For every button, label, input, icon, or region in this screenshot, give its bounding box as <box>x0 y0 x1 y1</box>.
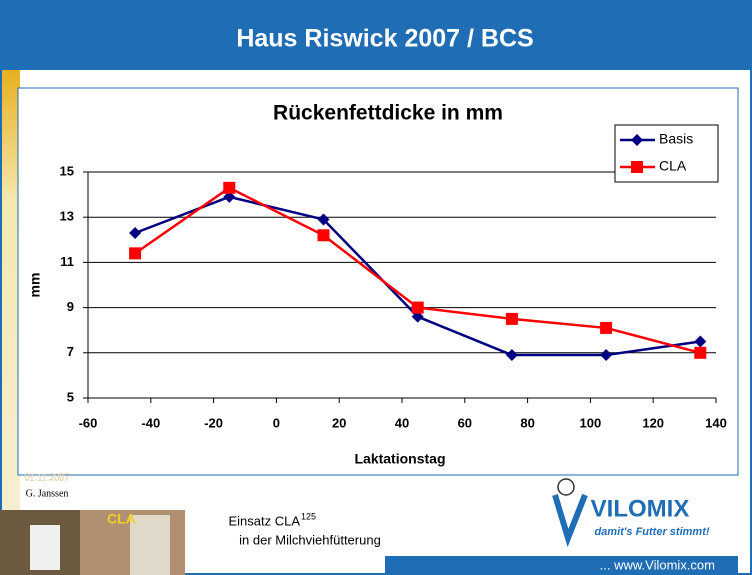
brand: VILOMIX <box>591 495 690 522</box>
title-bar <box>0 0 752 70</box>
x-tick-label: 60 <box>458 415 472 430</box>
marker <box>223 181 236 194</box>
legend-label: Basis <box>659 131 693 147</box>
y-axis-label: mm <box>27 273 43 298</box>
x-tick-label: 0 <box>273 415 280 430</box>
marker <box>411 310 424 323</box>
legend-label: CLA <box>659 158 687 174</box>
marker <box>223 190 236 203</box>
y-tick-label: 15 <box>60 163 74 178</box>
chart-title: Rückenfettdicke in mm <box>273 102 503 125</box>
x-tick-label: 40 <box>395 415 409 430</box>
url: ... www.Vilomix.com <box>600 557 715 572</box>
date: 01.11.2007 <box>25 472 70 483</box>
marker <box>505 349 518 362</box>
y-tick-label: 9 <box>67 299 74 314</box>
marker <box>317 229 330 242</box>
x-tick-label: 140 <box>705 415 727 430</box>
caption-sup: 125 <box>301 511 316 521</box>
caption-main: Einsatz CLA <box>228 513 300 528</box>
x-tick-label: 80 <box>520 415 534 430</box>
x-tick-label: 100 <box>580 415 602 430</box>
url-bar <box>385 556 738 575</box>
x-tick-label: 120 <box>642 415 664 430</box>
logo-v <box>552 493 588 548</box>
marker <box>129 247 142 260</box>
y-tick-label: 7 <box>67 344 74 359</box>
x-tick-label: -20 <box>204 415 223 430</box>
cow-photo-detail <box>30 525 60 570</box>
y-tick-label: 5 <box>67 389 74 404</box>
photo-label: CLA <box>107 511 136 527</box>
author: G. Janssen <box>26 488 69 499</box>
y-tick-label: 11 <box>60 254 74 269</box>
cow-photo-2-detail <box>130 515 170 575</box>
x-tick-label: 20 <box>332 415 346 430</box>
side-strip <box>0 70 20 510</box>
marker <box>317 213 330 226</box>
marker <box>694 346 707 359</box>
slogan: damit's Futter stimmt! <box>594 526 709 538</box>
marker <box>694 335 707 348</box>
marker <box>129 227 142 240</box>
x-axis-label: Laktationstag <box>354 451 445 467</box>
y-tick-label: 13 <box>60 209 74 224</box>
marker <box>600 321 613 334</box>
logo-flower <box>557 478 575 496</box>
x-tick-label: -40 <box>141 415 160 430</box>
marker <box>411 301 424 314</box>
marker <box>631 134 643 146</box>
marker <box>505 312 518 325</box>
x-tick-label: -60 <box>79 415 98 430</box>
marker <box>631 161 643 173</box>
caption-line2: in der Milchviehfütterung <box>239 532 381 547</box>
slide-title: Haus Riswick 2007 / BCS <box>236 25 533 53</box>
marker <box>600 349 613 362</box>
